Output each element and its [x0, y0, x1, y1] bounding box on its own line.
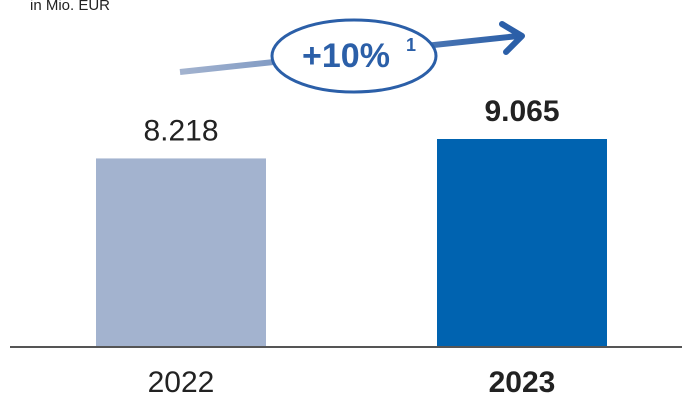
bar — [437, 139, 607, 347]
value-label: 9.065 — [484, 95, 559, 128]
x-tick-label: 2023 — [489, 366, 556, 399]
arrow-head — [499, 21, 525, 55]
x-tick-label: 2022 — [148, 366, 215, 399]
growth-arrow: +10% 1 — [179, 18, 525, 94]
annotation: +10% — [302, 37, 390, 75]
annotation-ellipse — [270, 18, 438, 94]
bar — [96, 158, 266, 347]
subtitle: in Mio. EUR — [30, 0, 110, 14]
annotation-footnote: 1 — [406, 35, 416, 55]
value-label: 8.218 — [143, 114, 218, 147]
